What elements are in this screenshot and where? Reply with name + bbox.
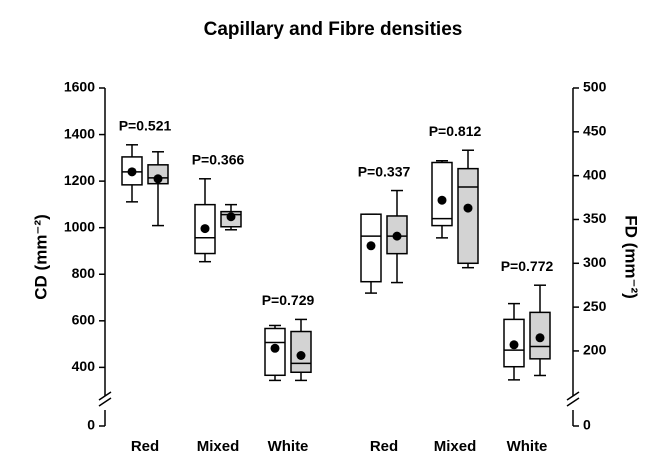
mean-dot bbox=[270, 343, 280, 353]
box bbox=[147, 164, 169, 185]
y2-axis-label: FD (mm⁻²) bbox=[622, 215, 641, 299]
mean-dot bbox=[153, 174, 163, 184]
y-tick-label: 1600 bbox=[64, 79, 95, 95]
y2-tick-label: 500 bbox=[583, 79, 607, 95]
mean-dot bbox=[392, 231, 402, 241]
p-value: P=0.812 bbox=[429, 123, 482, 139]
p-value: P=0.366 bbox=[192, 152, 245, 168]
box bbox=[431, 161, 453, 227]
axis-break bbox=[98, 397, 112, 407]
y-axis-label: CD (mm⁻²) bbox=[31, 214, 50, 299]
x-tick-label: Red bbox=[131, 438, 159, 455]
mean-dot bbox=[509, 340, 519, 350]
y-tick-label: 0 bbox=[87, 417, 95, 433]
mean-dot bbox=[366, 241, 376, 251]
y-tick-label: 600 bbox=[72, 312, 96, 328]
x-tick-label: White bbox=[268, 438, 309, 455]
mean-dot bbox=[463, 203, 473, 213]
y2-tick-label: 450 bbox=[583, 123, 607, 139]
axis-break bbox=[566, 397, 580, 407]
y-tick-label: 1200 bbox=[64, 172, 95, 188]
y2-tick-label: 250 bbox=[583, 298, 607, 314]
y-tick-label: 1000 bbox=[64, 218, 95, 234]
y-tick-label: 400 bbox=[72, 358, 96, 374]
y2-tick-label: 300 bbox=[583, 254, 607, 270]
p-value: P=0.337 bbox=[358, 163, 411, 179]
y2-tick-label: 350 bbox=[583, 210, 607, 226]
mean-dot bbox=[535, 333, 545, 343]
mean-dot bbox=[200, 224, 210, 234]
x-tick-label: Mixed bbox=[434, 438, 477, 455]
mean-dot bbox=[127, 167, 137, 177]
chart-title: Capillary and Fibre densities bbox=[204, 19, 463, 40]
axis-break bbox=[566, 391, 580, 401]
y-tick-label: 1400 bbox=[64, 125, 95, 141]
p-value: P=0.729 bbox=[262, 292, 315, 308]
mean-dot bbox=[437, 195, 447, 205]
x-tick-label: Mixed bbox=[197, 438, 240, 455]
y2-tick-label: 400 bbox=[583, 166, 607, 182]
y2-tick-label: 0 bbox=[583, 417, 591, 433]
box bbox=[457, 167, 479, 265]
axis-break bbox=[98, 391, 112, 401]
p-value: P=0.772 bbox=[501, 258, 554, 274]
mean-dot bbox=[296, 351, 306, 361]
y-tick-label: 800 bbox=[72, 265, 96, 281]
x-tick-label: Red bbox=[370, 438, 398, 455]
y2-tick-label: 200 bbox=[583, 342, 607, 358]
mean-dot bbox=[226, 212, 236, 222]
p-value: P=0.521 bbox=[119, 118, 172, 134]
x-tick-label: White bbox=[507, 438, 548, 455]
